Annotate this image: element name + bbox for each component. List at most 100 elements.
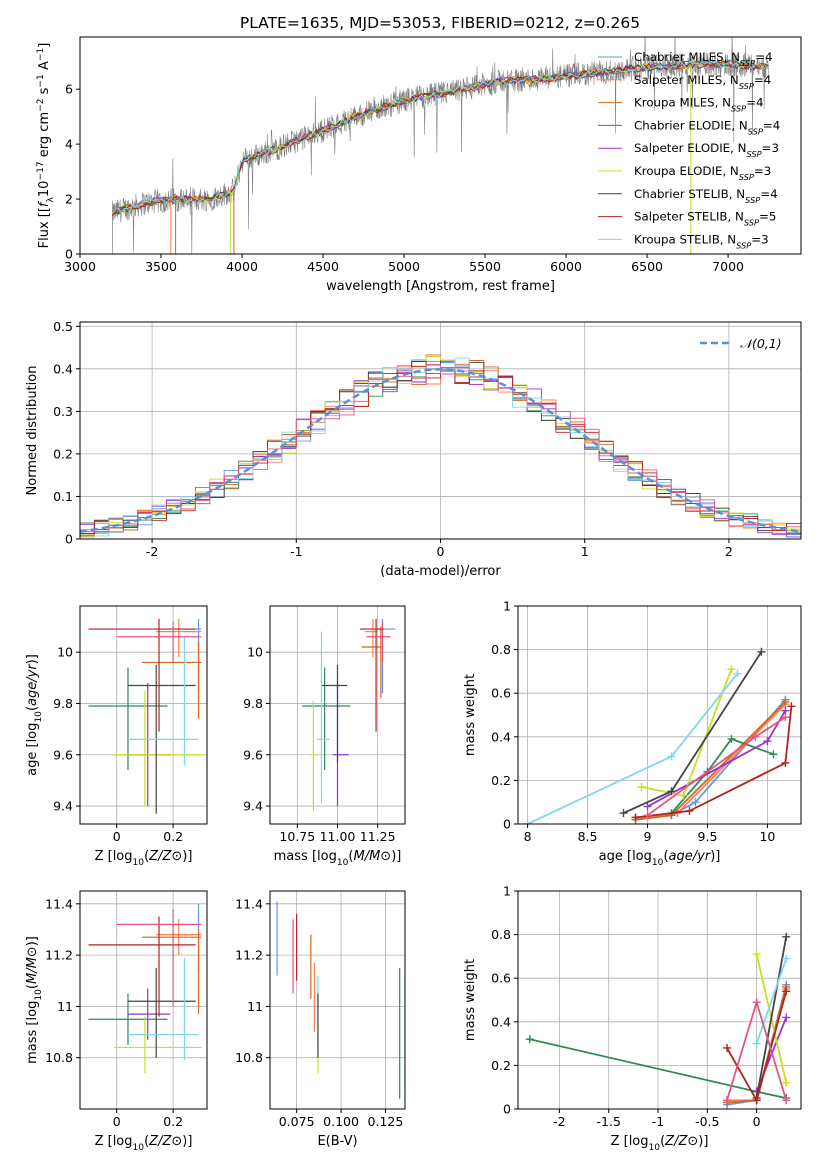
y-tick-label: 0.8: [491, 642, 511, 657]
y-tick-label: 0.4: [491, 729, 511, 744]
x-tick-label: 8: [524, 829, 532, 844]
y-tick-label: 9.8: [53, 696, 73, 711]
histogram-step: [80, 356, 801, 538]
x-tick-label: 9: [644, 829, 652, 844]
legend: Chabrier MILES, NSSP=4 Salpeter MILES, NS…: [598, 50, 780, 250]
spectrum-panel: 3000 3500 4000 4500 5000 5500 6000 6500 7000 0 2 4 6…: [36, 36, 802, 294]
weight-marker: [787, 702, 796, 711]
x-axis-label: wavelength [Angstrom, rest frame]: [326, 279, 555, 294]
weight-marker: [751, 732, 760, 741]
y-tick-label: 11.4: [235, 896, 263, 911]
weight-line: [755, 936, 788, 1099]
y-axis-label: mass weight: [463, 959, 478, 1041]
y-tick-label: 11.4: [45, 896, 73, 911]
y-axis-label: Normed distribution: [25, 366, 40, 496]
weight-marker: [752, 950, 761, 959]
legend-label: Kroupa ELODIE, NSSP=3: [634, 164, 771, 182]
histogram-step: [80, 364, 801, 534]
figure-title: PLATE=1635, MJD=53053, FIBERID=0212, z=0…: [240, 14, 640, 32]
y-tick-label: 0.8: [491, 927, 511, 942]
plot-area: [276, 901, 401, 1099]
x-tick-label: 0: [753, 1114, 761, 1129]
weight-marker: [782, 987, 791, 996]
x-tick-label: 0.100: [323, 1114, 359, 1129]
y-tick-label: 9.6: [243, 747, 263, 762]
mass-vs-metallicity-panel: 0 0.2 10.8 11 11.2 11.4 Z [log10(Z/Z⊙)] mass [l…: [25, 890, 208, 1153]
y-tick-label: 0: [503, 817, 511, 832]
y-tick-label: 6: [65, 82, 73, 97]
weight-vs-metallicity-panel: -2 -1.5 -1 -0.5 0 0 0.2 0.4 0.6 0.8 1 Z [log10(Z/Z⊙…: [463, 884, 802, 1153]
x-axis-label: E(B-V): [317, 1134, 357, 1149]
legend-label: 𝒩(0,1): [740, 336, 782, 351]
x-tick-label: -1: [652, 1114, 664, 1129]
weight-marker: [752, 1096, 761, 1105]
x-tick-label: 2: [725, 544, 733, 559]
legend-label: Kroupa MILES, NSSP=4: [634, 96, 764, 114]
axes-frame: [79, 36, 802, 255]
y-tick-label: 0.2: [491, 1058, 511, 1073]
plot-area: [302, 618, 396, 812]
x-tick-label: 1: [581, 544, 589, 559]
weight-line: [670, 737, 774, 814]
y-axis-label: mass weight: [463, 674, 478, 756]
weight-marker: [727, 734, 736, 743]
histogram-step: [80, 360, 801, 535]
y-tick-label: 0.6: [491, 971, 511, 986]
weight-marker: [643, 802, 652, 811]
x-tick-label: 3500: [145, 259, 177, 274]
y-tick-label: 9.8: [243, 696, 263, 711]
y-tick-label: 0.4: [491, 1014, 511, 1029]
x-axis-label: (data-model)/error: [380, 564, 501, 579]
weight-line: [527, 673, 739, 824]
weight-marker: [667, 752, 676, 761]
histogram-step: [80, 366, 801, 537]
axes-frame: [79, 890, 208, 1110]
y-tick-label: 9.4: [243, 799, 263, 814]
model-fit-line: [112, 60, 769, 216]
age-vs-mass-panel: 10.75 11.00 11.25 9.4 9.6 9.8 10 mass [log10(M/…: [243, 605, 406, 868]
axes-frame: [517, 605, 802, 825]
mass-vs-ebv-panel: 0.075 0.100 0.125 10.8 11 11.2 11.4 E(B-V): [235, 890, 406, 1149]
y-tick-label: 10: [57, 645, 73, 660]
x-tick-label: 7000: [712, 259, 744, 274]
weight-line: [755, 958, 788, 1044]
weight-line: [635, 701, 787, 821]
x-tick-label: 10: [759, 829, 775, 844]
weight-marker: [723, 1096, 732, 1105]
weight-line: [646, 716, 786, 817]
plot-area: [525, 932, 791, 1109]
weight-marker: [752, 1039, 761, 1048]
weight-marker: [763, 737, 772, 746]
x-axis-label: Z [log10(Z/Z⊙)]: [95, 849, 193, 868]
weight-marker: [781, 713, 790, 722]
age-vs-metallicity-panel: 0 0.2 9.4 9.6 9.8 10 Z [log10(Z/Z⊙)] age [log10…: [25, 605, 208, 868]
x-tick-label: 0.2: [163, 1114, 183, 1129]
weight-vs-age-panel: 8 8.5 9 9.5 10 0 0.2 0.4 0.6 0.8 1 age [log10(age/y…: [463, 599, 802, 868]
weight-marker: [685, 806, 694, 815]
plot-area: [80, 354, 801, 538]
y-tick-label: 0.3: [53, 404, 73, 419]
y-tick-label: 0.6: [491, 686, 511, 701]
y-axis-label: age [log10(age/yr)]: [25, 654, 44, 776]
y-tick-label: 10: [247, 645, 263, 660]
weight-marker: [782, 1078, 791, 1087]
weight-marker: [733, 669, 742, 678]
x-axis-label: Z [log10(Z/Z⊙)]: [95, 1134, 193, 1153]
y-tick-label: 2: [65, 192, 73, 207]
x-tick-label: 0: [113, 829, 121, 844]
y-tick-label: 1: [503, 884, 511, 899]
weight-marker: [727, 665, 736, 674]
x-tick-label: 5000: [388, 259, 420, 274]
x-tick-label: 6000: [550, 259, 582, 274]
x-tick-label: 4000: [226, 259, 258, 274]
weight-line: [635, 706, 793, 819]
weight-marker: [782, 1096, 791, 1105]
x-tick-label: -0.5: [695, 1114, 719, 1129]
y-tick-label: 11.2: [45, 948, 73, 963]
y-tick-label: 9.6: [53, 747, 73, 762]
x-tick-label: 11.00: [320, 829, 356, 844]
weight-marker: [781, 697, 790, 706]
y-axis-label: Flux [[fλ10−17 erg cm−2 s−1 A−1]: [36, 43, 56, 249]
weight-marker: [691, 798, 700, 807]
